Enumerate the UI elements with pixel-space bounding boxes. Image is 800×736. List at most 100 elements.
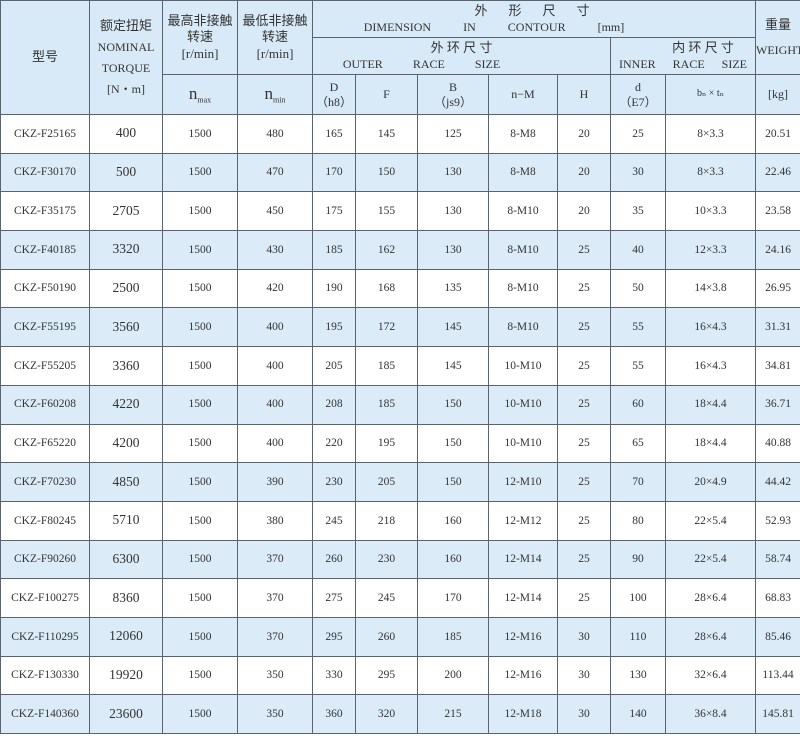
- B-label: B: [448, 79, 457, 94]
- cell-D: 205: [312, 346, 356, 386]
- cell-d: 25: [610, 114, 666, 154]
- nmin-cn1: 最低非接触: [242, 13, 308, 29]
- header-weight-unit: [kg]: [755, 74, 800, 115]
- cell-weight: 85.46: [755, 616, 800, 657]
- cell-model: CKZ-F65220: [0, 423, 90, 464]
- cell-bt: 16×4.3: [664, 346, 757, 386]
- cell-weight: 58.74: [755, 539, 800, 580]
- cell-model: CKZ-F60208: [0, 384, 90, 425]
- cell-nM: 12-M14: [488, 578, 558, 618]
- outer-en-2: SIZE: [474, 56, 501, 71]
- inner-en-0: INNER: [619, 56, 656, 71]
- cell-nmin: 370: [237, 616, 313, 657]
- cell-B: 130: [417, 230, 489, 270]
- cell-model: CKZ-F70230: [0, 462, 90, 502]
- inner-en: INNER RACE SIZE: [611, 57, 755, 72]
- cell-D: 185: [312, 230, 356, 270]
- cell-bt: 8×3.3: [664, 114, 757, 154]
- cell-torque: 8360: [89, 578, 163, 618]
- cell-weight: 44.42: [755, 462, 800, 502]
- table-row: CKZ-F60208 4220 1500 400 208 185 150 10-M10 25 60…: [0, 384, 800, 425]
- cell-bt: 28×6.4: [664, 616, 757, 657]
- cell-F: 320: [355, 694, 418, 734]
- cell-nM: 12-M16: [488, 616, 558, 657]
- nmax-unit: [r/min]: [181, 45, 219, 61]
- cell-bt: 22×5.4: [664, 500, 757, 541]
- cell-bt: 18×4.4: [664, 384, 757, 425]
- cell-D: 175: [312, 191, 356, 232]
- cell-nmin: 390: [237, 462, 313, 502]
- header-outer-race: 外 环 尺 寸 OUTER RACE SIZE: [312, 37, 611, 75]
- header-D: D （h8）: [312, 74, 356, 115]
- cell-H: 30: [557, 616, 611, 657]
- header-torque: 额定扭矩 NOMINAL TORQUE [N・m]: [89, 0, 163, 115]
- cell-d: 55: [610, 307, 666, 348]
- nmin-sub: min: [273, 95, 286, 105]
- cell-nmax: 1500: [162, 655, 238, 696]
- nmax-sym: n: [188, 84, 198, 104]
- cell-H: 25: [557, 423, 611, 464]
- cell-D: 245: [312, 500, 356, 541]
- cell-H: 20: [557, 114, 611, 154]
- cell-nmax: 1500: [162, 616, 238, 657]
- cell-H: 25: [557, 462, 611, 502]
- d-label: d: [635, 79, 641, 94]
- cell-nmin: 420: [237, 268, 313, 309]
- cell-nmax: 1500: [162, 423, 238, 464]
- table-row: CKZ-F70230 4850 1500 390 230 205 150 12-M10 25 70…: [0, 462, 800, 502]
- cell-F: 295: [355, 655, 418, 696]
- cell-weight: 113.44: [755, 655, 800, 696]
- cell-d: 50: [610, 268, 666, 309]
- cell-nM: 8-M10: [488, 307, 558, 348]
- cell-B: 185: [417, 616, 489, 657]
- cell-nmax: 1500: [162, 152, 238, 193]
- cell-nM: 8-M10: [488, 230, 558, 270]
- cell-D: 230: [312, 462, 356, 502]
- cell-F: 260: [355, 616, 418, 657]
- nmax-cn1: 最高非接触: [167, 13, 233, 29]
- cell-F: 168: [355, 268, 418, 309]
- cell-nmax: 1500: [162, 268, 238, 309]
- outer-en-1: RACE: [412, 56, 445, 71]
- cell-F: 150: [355, 152, 418, 193]
- cell-nmin: 470: [237, 152, 313, 193]
- header-model: 型号: [0, 0, 90, 115]
- table-row: CKZ-F55205 3360 1500 400 205 185 145 10-M10 25 55…: [0, 346, 800, 386]
- cell-torque: 3320: [89, 230, 163, 270]
- cell-bt: 8×3.3: [664, 152, 757, 193]
- weight-en: WEIGHT: [756, 43, 800, 58]
- cell-D: 220: [312, 423, 356, 464]
- cell-H: 25: [557, 578, 611, 618]
- table-row: CKZ-F55195 3560 1500 400 195 172 145 8-M10 25 55 1…: [0, 307, 800, 348]
- header-F: F: [355, 74, 418, 115]
- cell-nmax: 1500: [162, 462, 238, 502]
- header-nmin-symbol: nmin: [237, 74, 313, 115]
- cell-F: 205: [355, 462, 418, 502]
- torque-cn: 额定扭矩: [99, 17, 152, 33]
- cell-weight: 26.95: [755, 268, 800, 309]
- table-row: CKZ-F25165 400 1500 480 165 145 125 8-M8 20 25 8×3…: [0, 114, 800, 154]
- table-row: CKZ-F50190 2500 1500 420 190 168 135 8-M10 25 50 1…: [0, 268, 800, 309]
- cell-bt: 28×6.4: [664, 578, 757, 618]
- cell-H: 25: [557, 346, 611, 386]
- cell-nmax: 1500: [162, 346, 238, 386]
- inner-en-1: RACE: [672, 56, 705, 71]
- torque-unit: [N・m]: [107, 82, 145, 97]
- cell-D: 260: [312, 539, 356, 580]
- cell-F: 172: [355, 307, 418, 348]
- cell-d: 130: [610, 655, 666, 696]
- cell-d: 55: [610, 346, 666, 386]
- cell-nmax: 1500: [162, 230, 238, 270]
- table-row: CKZ-F65220 4200 1500 400 220 195 150 10-M10 25 65…: [0, 423, 800, 464]
- table-row: CKZ-F100275 8360 1500 370 275 245 170 12-M14 25 1…: [0, 578, 800, 618]
- nmin-unit: [r/min]: [256, 45, 294, 61]
- cell-nmin: 450: [237, 191, 313, 232]
- cell-d: 100: [610, 578, 666, 618]
- cell-torque: 3360: [89, 346, 163, 386]
- cell-torque: 400: [89, 114, 163, 154]
- cell-d: 65: [610, 423, 666, 464]
- nmax-sub: max: [197, 95, 212, 105]
- cell-B: 200: [417, 655, 489, 696]
- table-row: CKZ-F130330 19920 1500 350 330 295 200 12-M16 30…: [0, 655, 800, 696]
- table-row: CKZ-F110295 12060 1500 370 295 260 185 12-M16 30…: [0, 616, 800, 657]
